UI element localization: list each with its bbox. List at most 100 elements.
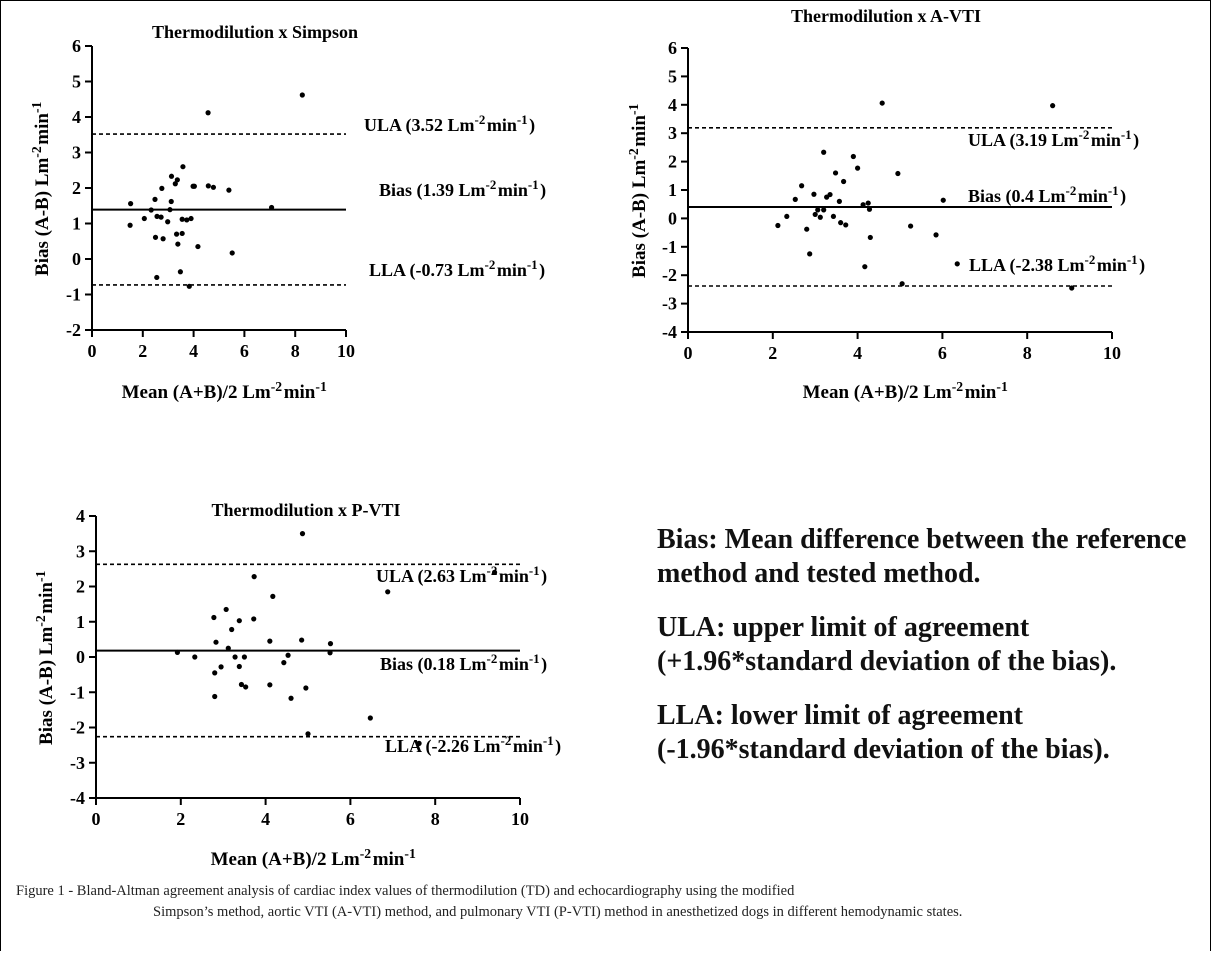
y-tick-label: -1 bbox=[70, 682, 85, 702]
data-point bbox=[954, 261, 960, 267]
data-point bbox=[367, 715, 373, 721]
y-tick-label: 0 bbox=[76, 647, 85, 667]
x-tick-label: 0 bbox=[92, 809, 101, 829]
x-tick-label: 4 bbox=[261, 809, 270, 829]
data-point bbox=[128, 201, 134, 207]
y-axis-label: Bias (A-B) Lm-2 min-1 bbox=[29, 100, 53, 276]
data-point bbox=[243, 684, 249, 690]
data-point bbox=[238, 681, 245, 688]
data-point bbox=[180, 164, 186, 170]
line-label: LLA (-2.26 Lm-2 min-1 ) bbox=[385, 733, 561, 757]
note-ula-line1: ULA: upper limit of agreement bbox=[657, 612, 1030, 643]
note-ula-line2: (+1.96*standard deviation of the bias). bbox=[657, 646, 1117, 677]
data-point bbox=[305, 731, 311, 737]
data-point bbox=[855, 165, 861, 171]
data-point bbox=[775, 222, 781, 229]
y-tick-label: 4 bbox=[72, 107, 81, 127]
data-point bbox=[940, 197, 946, 203]
x-tick-label: 6 bbox=[346, 809, 355, 829]
data-point bbox=[177, 269, 183, 275]
data-point bbox=[821, 207, 827, 213]
legend-notes: Bias: Mean difference between the refere… bbox=[657, 523, 1213, 787]
data-point bbox=[173, 231, 180, 237]
y-tick-label: 1 bbox=[668, 180, 677, 200]
data-point bbox=[288, 695, 294, 701]
data-point bbox=[865, 200, 871, 206]
data-point bbox=[127, 222, 133, 228]
y-tick-label: 2 bbox=[668, 152, 677, 172]
data-point bbox=[815, 207, 821, 213]
data-point bbox=[168, 173, 175, 179]
data-point bbox=[212, 693, 218, 700]
chart-pvti: -4 -3 -2 -1 0 1 2 3 4 0 2 4 6 8 10 ULA (2.63 Lm-2 min-1… bbox=[33, 500, 561, 870]
line-label: Bias (1.39 Lm-2 min-1 ) bbox=[379, 177, 546, 201]
x-tick-label: 2 bbox=[138, 341, 147, 361]
y-tick-label: 2 bbox=[76, 577, 85, 597]
data-point bbox=[236, 663, 242, 670]
data-point bbox=[152, 234, 159, 240]
figure-caption: Figure 1 - Bland-Altman agreement analys… bbox=[16, 881, 1201, 923]
data-point bbox=[385, 589, 391, 595]
data-point bbox=[267, 682, 273, 688]
data-point bbox=[303, 685, 309, 691]
y-tick-label: -3 bbox=[70, 753, 85, 773]
note-ula: ULA: upper limit of agreement (+1.96*sta… bbox=[657, 611, 1213, 679]
data-point bbox=[327, 641, 334, 647]
caption-first-line: Figure 1 - Bland-Altman agreement analys… bbox=[16, 883, 795, 899]
y-axis-label: Bias (A-B) Lm-2 min-1 bbox=[626, 102, 650, 278]
x-tick-label: 8 bbox=[291, 341, 300, 361]
x-tick-label: 2 bbox=[176, 809, 185, 829]
data-point bbox=[212, 670, 218, 676]
y-tick-label: 4 bbox=[76, 506, 85, 526]
data-point bbox=[223, 606, 229, 613]
data-point bbox=[899, 281, 905, 287]
y-tick-label: -4 bbox=[662, 322, 677, 342]
y-tick-label: -2 bbox=[66, 320, 81, 340]
data-point bbox=[838, 220, 844, 226]
data-point bbox=[232, 654, 238, 660]
data-point bbox=[179, 230, 185, 237]
data-point bbox=[192, 654, 198, 660]
data-point bbox=[167, 207, 173, 213]
caption-rest: Simpson’s method, aortic VTI (A-VTI) met… bbox=[153, 904, 963, 920]
y-tick-label: -4 bbox=[70, 788, 85, 808]
data-point bbox=[168, 198, 174, 205]
x-tick-label: 10 bbox=[337, 341, 355, 361]
y-tick-label: -2 bbox=[70, 718, 85, 738]
data-point bbox=[205, 110, 211, 116]
data-point bbox=[226, 187, 232, 193]
x-tick-label: 8 bbox=[1023, 343, 1032, 363]
data-point bbox=[879, 100, 885, 106]
data-point bbox=[299, 531, 306, 537]
data-point bbox=[1050, 103, 1056, 109]
data-point bbox=[211, 614, 217, 621]
y-tick-label: 0 bbox=[668, 208, 677, 228]
y-tick-label: 1 bbox=[76, 612, 85, 632]
data-point bbox=[827, 191, 833, 198]
data-point bbox=[268, 204, 275, 211]
y-tick-label: 5 bbox=[668, 66, 677, 86]
data-point bbox=[179, 216, 185, 222]
y-tick-label: 6 bbox=[72, 36, 81, 56]
data-point bbox=[807, 251, 813, 257]
x-tick-label: 0 bbox=[684, 343, 693, 363]
data-point bbox=[195, 243, 201, 250]
data-point bbox=[148, 207, 154, 213]
note-lla-line1: LLA: lower limit of agreement bbox=[657, 700, 1023, 731]
data-point bbox=[184, 217, 190, 223]
y-tick-label: -2 bbox=[662, 265, 677, 285]
y-tick-label: 5 bbox=[72, 72, 81, 92]
y-tick-label: 6 bbox=[668, 38, 677, 58]
data-point bbox=[241, 654, 247, 660]
chart-title: Thermodilution x Simpson bbox=[152, 22, 358, 42]
data-point bbox=[327, 650, 333, 656]
data-point bbox=[174, 649, 181, 656]
data-point bbox=[804, 226, 810, 232]
x-tick-label: 4 bbox=[853, 343, 862, 363]
y-tick-label: 4 bbox=[668, 95, 677, 115]
x-axis-label: Mean (A+B)/2 Lm-2 min-1 bbox=[122, 379, 329, 403]
data-point bbox=[799, 183, 805, 189]
data-point bbox=[154, 274, 160, 281]
data-point bbox=[1069, 285, 1075, 291]
data-point bbox=[908, 223, 914, 229]
